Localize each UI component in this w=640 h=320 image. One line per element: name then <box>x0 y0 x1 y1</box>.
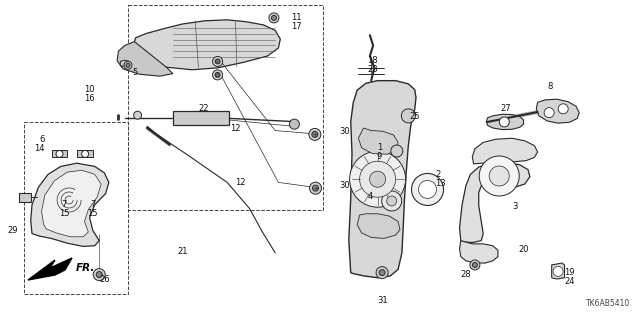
Text: 31: 31 <box>378 296 388 305</box>
Text: 2: 2 <box>435 170 440 179</box>
Text: 4: 4 <box>368 192 373 201</box>
Circle shape <box>470 260 480 270</box>
Circle shape <box>82 150 88 157</box>
Text: 24: 24 <box>564 277 575 286</box>
Circle shape <box>93 268 105 281</box>
Circle shape <box>215 72 220 77</box>
Bar <box>128 5 323 210</box>
Polygon shape <box>52 150 67 157</box>
Text: 1: 1 <box>377 143 382 152</box>
Polygon shape <box>536 99 579 123</box>
Circle shape <box>349 151 406 207</box>
Circle shape <box>312 132 318 137</box>
Polygon shape <box>42 170 101 237</box>
Text: 16: 16 <box>84 94 95 103</box>
Text: 7: 7 <box>61 200 67 209</box>
Circle shape <box>312 185 319 191</box>
Circle shape <box>215 59 220 64</box>
Circle shape <box>401 109 415 123</box>
Polygon shape <box>460 241 498 263</box>
Circle shape <box>558 104 568 114</box>
Circle shape <box>96 272 102 277</box>
Text: 22: 22 <box>198 104 209 113</box>
Text: 23: 23 <box>367 65 378 74</box>
Text: 27: 27 <box>500 104 511 113</box>
Text: 12: 12 <box>230 124 241 132</box>
Text: 6: 6 <box>40 135 45 144</box>
Circle shape <box>271 15 276 20</box>
Circle shape <box>376 267 388 279</box>
Circle shape <box>499 117 509 127</box>
Circle shape <box>56 150 63 157</box>
Circle shape <box>479 156 519 196</box>
Text: 18: 18 <box>367 56 378 65</box>
Text: 15: 15 <box>88 209 98 218</box>
Text: 15: 15 <box>59 209 69 218</box>
Text: 30: 30 <box>339 181 350 190</box>
Polygon shape <box>31 163 109 246</box>
Circle shape <box>544 108 554 118</box>
Circle shape <box>289 119 300 129</box>
Bar <box>24 122 128 294</box>
Text: 17: 17 <box>291 22 302 31</box>
Polygon shape <box>472 138 538 164</box>
Circle shape <box>126 63 130 67</box>
Circle shape <box>489 166 509 186</box>
Text: 13: 13 <box>435 179 446 188</box>
Circle shape <box>310 182 321 194</box>
Polygon shape <box>77 150 93 157</box>
Polygon shape <box>357 214 400 238</box>
Polygon shape <box>552 263 564 279</box>
Circle shape <box>134 111 141 119</box>
Polygon shape <box>120 60 129 67</box>
Circle shape <box>412 173 444 205</box>
Text: 28: 28 <box>461 270 471 279</box>
Circle shape <box>360 161 396 197</box>
Circle shape <box>309 128 321 140</box>
Text: 26: 26 <box>99 275 109 284</box>
Circle shape <box>387 196 397 206</box>
Text: 3: 3 <box>512 202 517 211</box>
Polygon shape <box>117 42 173 76</box>
Text: 9: 9 <box>377 152 382 161</box>
Circle shape <box>381 191 402 211</box>
Polygon shape <box>358 128 398 154</box>
Text: TK6AB5410: TK6AB5410 <box>586 299 630 308</box>
Polygon shape <box>173 111 229 125</box>
Circle shape <box>553 266 563 276</box>
Polygon shape <box>28 258 72 280</box>
Circle shape <box>212 56 223 67</box>
Text: 25: 25 <box>410 112 420 121</box>
Polygon shape <box>19 193 31 202</box>
Text: 5: 5 <box>132 68 138 76</box>
Circle shape <box>379 270 385 276</box>
Polygon shape <box>460 163 530 243</box>
Circle shape <box>391 145 403 157</box>
Polygon shape <box>349 81 416 278</box>
Text: 11: 11 <box>291 13 301 22</box>
Text: FR.: FR. <box>76 263 95 273</box>
Circle shape <box>472 262 477 268</box>
Text: 12: 12 <box>236 178 246 187</box>
Text: 21: 21 <box>177 247 188 256</box>
Polygon shape <box>486 114 524 130</box>
Text: 7: 7 <box>90 200 95 209</box>
Polygon shape <box>134 20 280 70</box>
Circle shape <box>370 171 385 187</box>
Circle shape <box>212 70 223 80</box>
Text: 14: 14 <box>35 144 45 153</box>
Circle shape <box>419 180 436 198</box>
Text: 8: 8 <box>547 82 552 91</box>
Circle shape <box>269 13 279 23</box>
Text: 20: 20 <box>518 245 529 254</box>
Text: 30: 30 <box>339 127 350 136</box>
Text: 19: 19 <box>564 268 575 277</box>
Text: 10: 10 <box>84 85 95 94</box>
Text: 29: 29 <box>8 226 18 235</box>
Circle shape <box>124 61 132 69</box>
